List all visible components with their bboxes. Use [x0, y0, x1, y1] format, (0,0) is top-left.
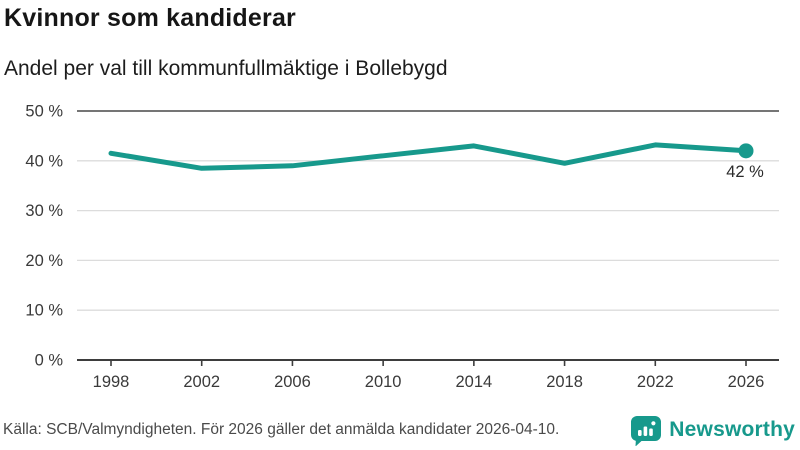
y-axis-label: 20 %: [25, 252, 63, 270]
end-point-dot: [738, 143, 754, 159]
x-axis-label: 2014: [455, 373, 492, 391]
end-point-label: 42 %: [726, 163, 764, 181]
y-axis-label: 10 %: [25, 302, 63, 320]
chart-subtitle: Andel per val till kommunfullmäktige i B…: [4, 57, 448, 80]
x-axis-label: 1998: [93, 373, 130, 391]
y-axis-label: 50 %: [25, 103, 63, 121]
x-axis-label: 2026: [728, 373, 765, 391]
y-axis-label: 0 %: [35, 352, 64, 370]
x-axis-label: 2006: [274, 373, 311, 391]
line-chart: 50 % 40 % 30 % 20 % 10 % 0 % 1998 2002 2006 2010 2…: [25, 103, 779, 391]
x-axis-label: 2002: [183, 373, 220, 391]
data-line: [108, 142, 749, 171]
brand-name: Newsworthy: [669, 418, 795, 441]
brand: Newsworthy: [630, 415, 795, 446]
y-axis-label: 30 %: [25, 202, 63, 220]
footer: Källa: SCB/Valmyndigheten. För 2026 gäll…: [0, 415, 800, 450]
newsworthy-logo-icon: [631, 415, 662, 446]
x-axis-label: 2018: [546, 373, 583, 391]
x-axis-label: 2022: [637, 373, 674, 391]
chart-title: Kvinnor som kandiderar: [4, 4, 296, 32]
source-note: Källa: SCB/Valmyndigheten. För 2026 gäll…: [3, 421, 560, 438]
y-axis-label: 40 %: [25, 152, 63, 170]
x-axis-label: 2010: [365, 373, 402, 391]
